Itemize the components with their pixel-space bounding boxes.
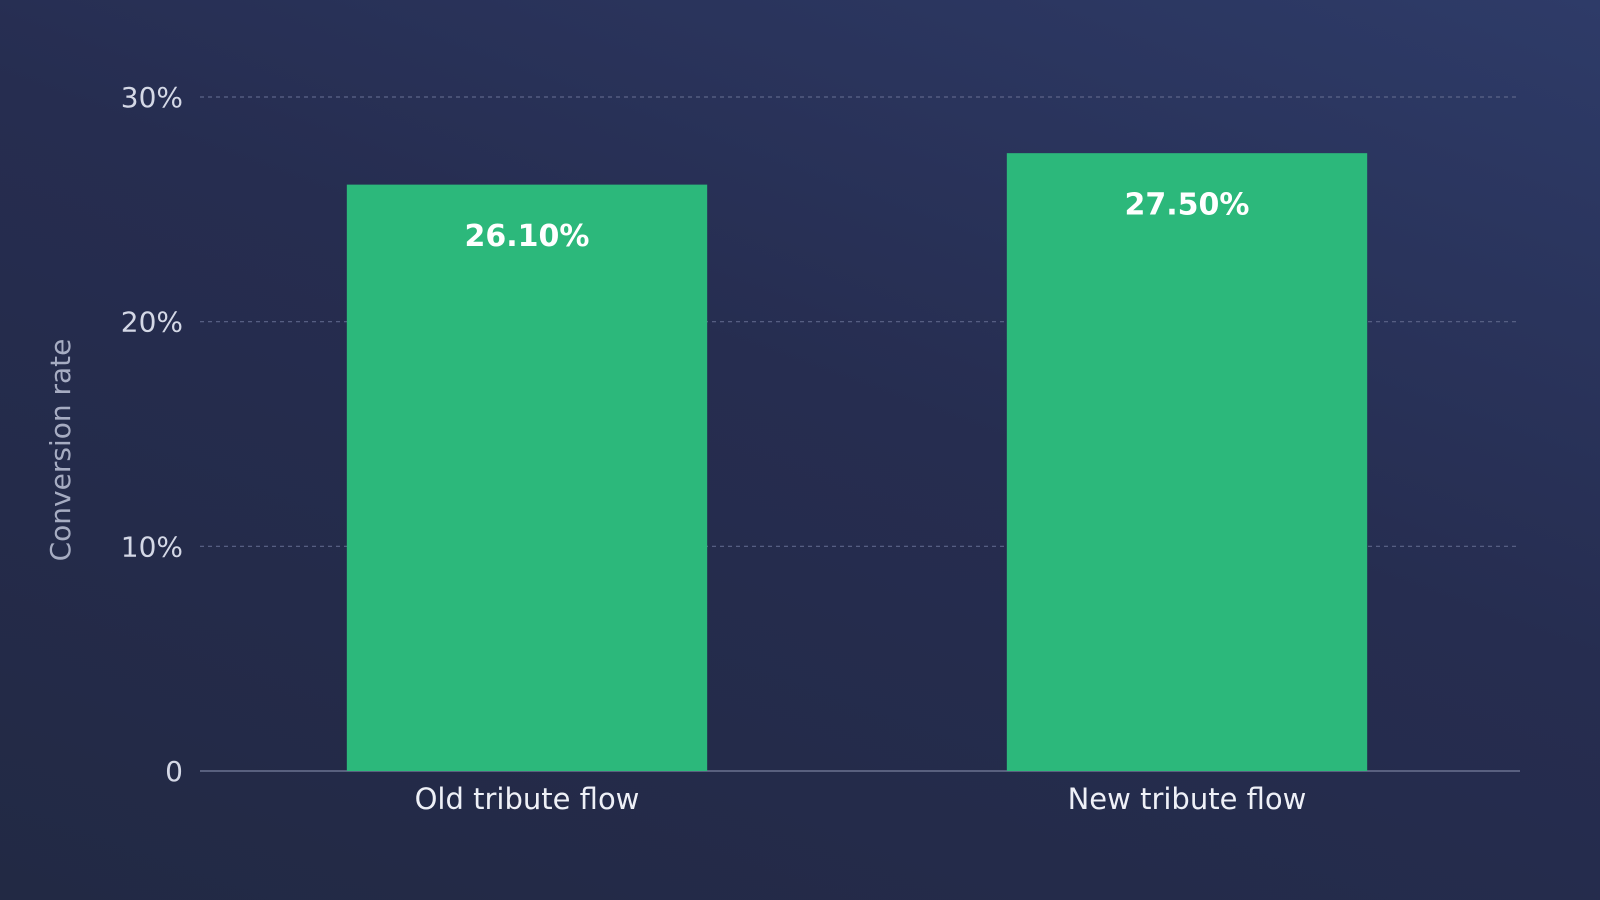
y-tick-label: 10% — [121, 530, 183, 563]
x-tick-label: Old tribute flow — [415, 782, 640, 816]
y-tick-label: 30% — [121, 81, 183, 114]
x-tick-label: New tribute flow — [1068, 782, 1307, 816]
data-label: 27.50% — [1125, 188, 1250, 223]
y-axis-title: Conversion rate — [44, 339, 77, 562]
bar — [1006, 153, 1368, 771]
bar — [346, 184, 708, 771]
data-label: 26.10% — [465, 219, 590, 254]
y-tick-label: 0 — [165, 755, 183, 788]
y-tick-label: 20% — [121, 306, 183, 339]
